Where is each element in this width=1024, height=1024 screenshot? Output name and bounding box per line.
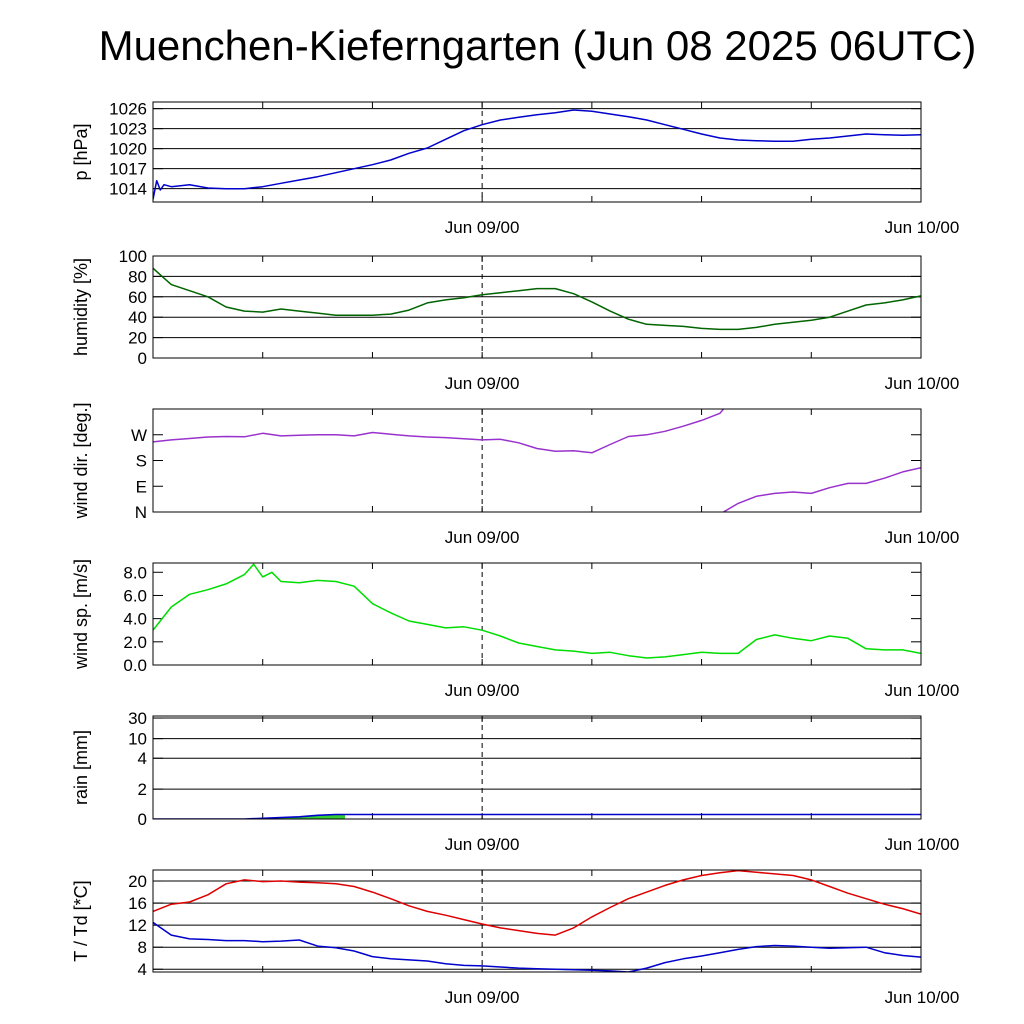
x-tick-label: Jun 09/00	[445, 528, 520, 547]
y-tick-label: 8	[138, 938, 147, 957]
y-axis-label: wind sp. [m/s]	[71, 559, 91, 670]
wind-direction-line	[723, 466, 921, 512]
y-tick-label: 4	[138, 749, 147, 768]
y-tick-label: N	[135, 503, 147, 522]
x-tick-label: Jun 09/00	[445, 218, 520, 237]
x-tick-label: Jun 09/00	[445, 681, 520, 700]
panel-temperature: 4 8 12 16 20 Jun 09/00 Jun 10/00 T / Td [*C]	[71, 869, 960, 1007]
y-axis-label: wind dir. [deg.]	[71, 402, 91, 519]
x-tick-label: Jun 10/00	[885, 374, 960, 393]
x-tick-label: Jun 10/00	[885, 681, 960, 700]
y-axis-label: p [hPa]	[71, 123, 91, 180]
x-tick-label: Jun 09/00	[445, 835, 520, 854]
rain-line	[153, 813, 921, 819]
page-title: Muenchen-Kieferngarten (Jun 08 2025 06UT…	[98, 22, 977, 69]
y-tick-label: 1020	[109, 140, 147, 159]
y-tick-label: 30	[128, 709, 147, 728]
y-tick-label: E	[136, 477, 147, 496]
y-tick-label: 1023	[109, 120, 147, 139]
dewpoint-line	[153, 921, 921, 972]
y-tick-label: 20	[128, 872, 147, 891]
x-tick-label: Jun 09/00	[445, 988, 520, 1007]
rain-fill	[153, 814, 345, 819]
x-tick-label: Jun 09/00	[445, 374, 520, 393]
y-tick-label: 16	[128, 894, 147, 913]
y-tick-label: 2	[138, 780, 147, 799]
humidity-line	[153, 267, 921, 331]
y-tick-label: 0	[138, 349, 147, 368]
plot-frame	[152, 715, 922, 820]
y-tick-label: W	[131, 426, 147, 445]
y-tick-label: 60	[128, 288, 147, 307]
panel-wind-speed: 0.0 2.0 4.0 6.0 8.0 Jun 09/00 Jun 10/00 wind sp…	[71, 559, 959, 700]
y-tick-label: 100	[119, 247, 147, 266]
y-tick-label: 4	[138, 960, 147, 979]
y-tick-label: 8.0	[123, 563, 147, 582]
y-axis-label: humidity [%]	[71, 258, 91, 356]
plot-frame	[152, 408, 922, 513]
pressure-line	[153, 109, 921, 200]
panel-rain: 0 2 410 30 Jun 09/00 Jun 10/00 rain [mm]	[71, 709, 959, 854]
y-axis-label: T / Td [*C]	[71, 880, 91, 961]
y-tick-label: 20	[128, 329, 147, 348]
x-tick-label: Jun 10/00	[885, 218, 960, 237]
y-tick-label: 40	[128, 308, 147, 327]
y-tick-label: 2.0	[123, 633, 147, 652]
x-tick-label: Jun 10/00	[885, 835, 960, 854]
plot-frame	[152, 255, 922, 359]
plot-frame	[152, 869, 922, 973]
plot-frame	[152, 562, 922, 666]
x-tick-label: Jun 10/00	[885, 988, 960, 1007]
y-tick-label: 0	[138, 810, 147, 829]
y-tick-label: 1026	[109, 100, 147, 119]
wind-direction-line	[153, 409, 725, 454]
y-axis-label: rain [mm]	[71, 730, 91, 805]
y-tick-label: 4.0	[123, 610, 147, 629]
plot-frame	[152, 101, 922, 203]
temperature-line	[153, 870, 921, 936]
y-tick-label: 1014	[109, 180, 147, 199]
wind-speed-line	[153, 563, 921, 659]
y-tick-label: 12	[128, 916, 147, 935]
y-tick-label: 0.0	[123, 656, 147, 675]
x-tick-label: Jun 10/00	[885, 528, 960, 547]
y-tick-label: 80	[128, 267, 147, 286]
y-tick-label: 10	[128, 730, 147, 749]
y-tick-label: 6.0	[123, 586, 147, 605]
y-tick-label: S	[136, 452, 147, 471]
y-tick-label: 1017	[109, 160, 147, 179]
